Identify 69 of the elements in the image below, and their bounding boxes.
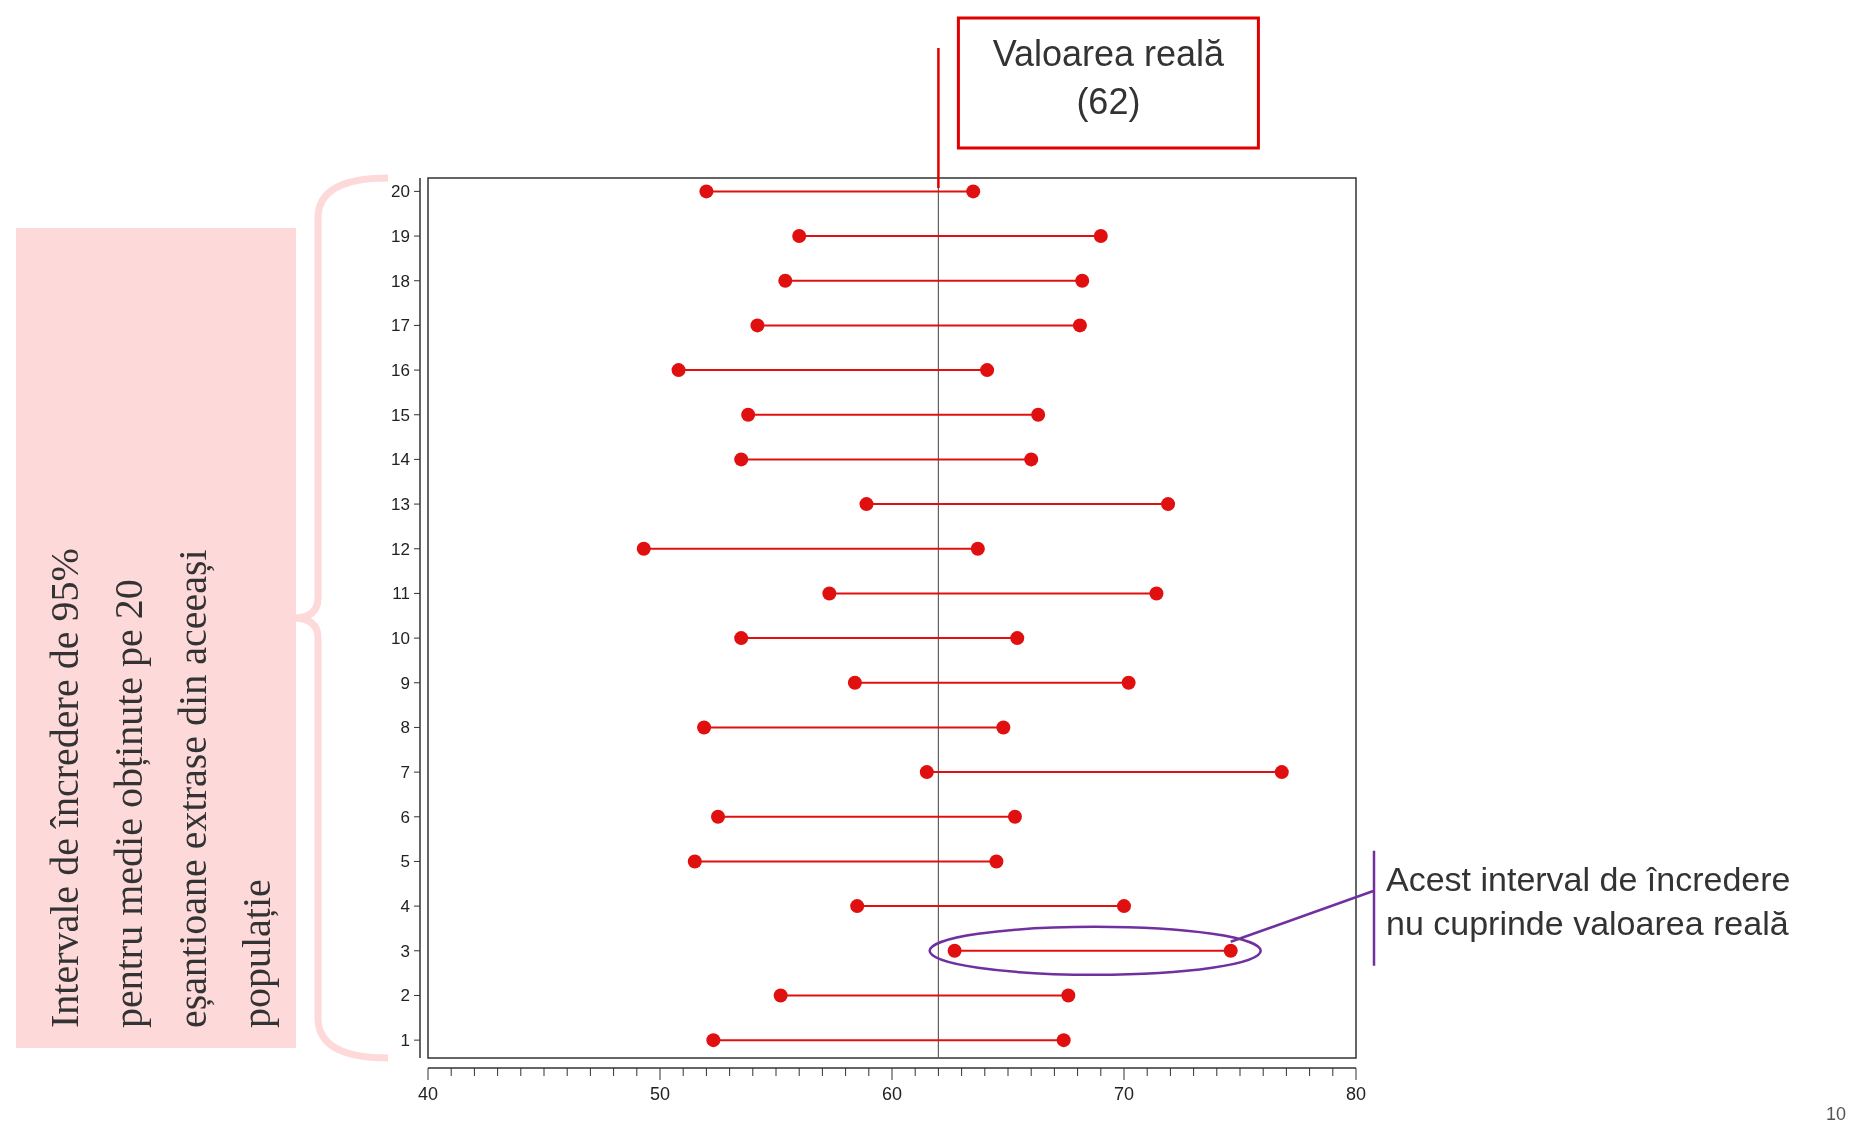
point bbox=[996, 720, 1011, 735]
point bbox=[970, 541, 985, 556]
point bbox=[1149, 586, 1164, 601]
text: 10 bbox=[1825, 1104, 1846, 1124]
point bbox=[1223, 943, 1238, 958]
point bbox=[989, 854, 1004, 869]
y-tick-label: 15 bbox=[391, 405, 410, 425]
y-tick-label: 10 bbox=[391, 629, 410, 649]
x-tick-label: 80 bbox=[1345, 1084, 1367, 1104]
point bbox=[1075, 273, 1090, 288]
point bbox=[711, 809, 725, 824]
point bbox=[1007, 809, 1022, 824]
y-tick-label: 16 bbox=[391, 361, 410, 381]
point bbox=[1117, 899, 1131, 914]
y-tick-label: 18 bbox=[391, 271, 410, 291]
y-tick-label: 19 bbox=[391, 227, 410, 247]
point bbox=[1093, 229, 1108, 244]
y-tick-label: 3 bbox=[400, 941, 410, 961]
point bbox=[850, 899, 865, 914]
y-tick-label: 13 bbox=[391, 495, 410, 515]
point bbox=[980, 363, 995, 378]
point bbox=[734, 631, 749, 646]
point bbox=[699, 184, 714, 199]
x-tick-label: 60 bbox=[881, 1084, 903, 1104]
y-tick-label: 17 bbox=[391, 316, 410, 336]
point bbox=[919, 765, 934, 780]
y-tick-label: 11 bbox=[392, 584, 410, 604]
point bbox=[636, 541, 651, 556]
y-tick-label: 12 bbox=[391, 539, 410, 559]
point bbox=[671, 363, 686, 378]
y-tick-label: 5 bbox=[400, 852, 410, 872]
point bbox=[778, 273, 793, 288]
point bbox=[966, 184, 981, 199]
point bbox=[1072, 318, 1087, 333]
point bbox=[741, 407, 756, 422]
point bbox=[697, 720, 712, 735]
ref-line-label: Valoarea reală (62) bbox=[992, 33, 1226, 122]
point bbox=[1056, 1033, 1071, 1048]
point bbox=[1274, 765, 1289, 780]
point bbox=[847, 675, 862, 690]
point bbox=[1121, 675, 1136, 690]
y-tick-label: 7 bbox=[400, 763, 410, 783]
y-tick-label: 8 bbox=[400, 718, 410, 738]
y-tick-label: 14 bbox=[391, 450, 410, 470]
x-tick-label: 40 bbox=[417, 1084, 439, 1104]
y-tick-label: 20 bbox=[391, 182, 410, 202]
point bbox=[687, 854, 702, 869]
point bbox=[734, 452, 749, 467]
y-tick-label: 1 bbox=[400, 1031, 410, 1051]
point bbox=[1010, 631, 1025, 646]
point bbox=[859, 497, 874, 512]
point bbox=[1061, 988, 1076, 1003]
point bbox=[1161, 497, 1176, 512]
point bbox=[947, 943, 962, 958]
x-tick-label: 50 bbox=[649, 1084, 671, 1104]
x-tick-label: 70 bbox=[1113, 1084, 1135, 1104]
point bbox=[1031, 407, 1046, 422]
y-tick-label: 6 bbox=[400, 807, 410, 827]
y-tick-label: 9 bbox=[400, 673, 410, 693]
point bbox=[706, 1033, 721, 1048]
point bbox=[750, 318, 765, 333]
point bbox=[792, 229, 807, 244]
text: Intervale de încredere de 95% pentru medie obținute pe 20 eșantioane extrase din aceeași populație bbox=[42, 548, 279, 1028]
y-tick-label: 2 bbox=[400, 986, 410, 1006]
y-tick-label: 4 bbox=[400, 897, 410, 917]
point bbox=[1024, 452, 1039, 467]
point bbox=[822, 586, 837, 601]
annotation: Acest interval de încredere nu cuprinde valoarea reală bbox=[1386, 859, 1791, 942]
point bbox=[773, 988, 788, 1003]
